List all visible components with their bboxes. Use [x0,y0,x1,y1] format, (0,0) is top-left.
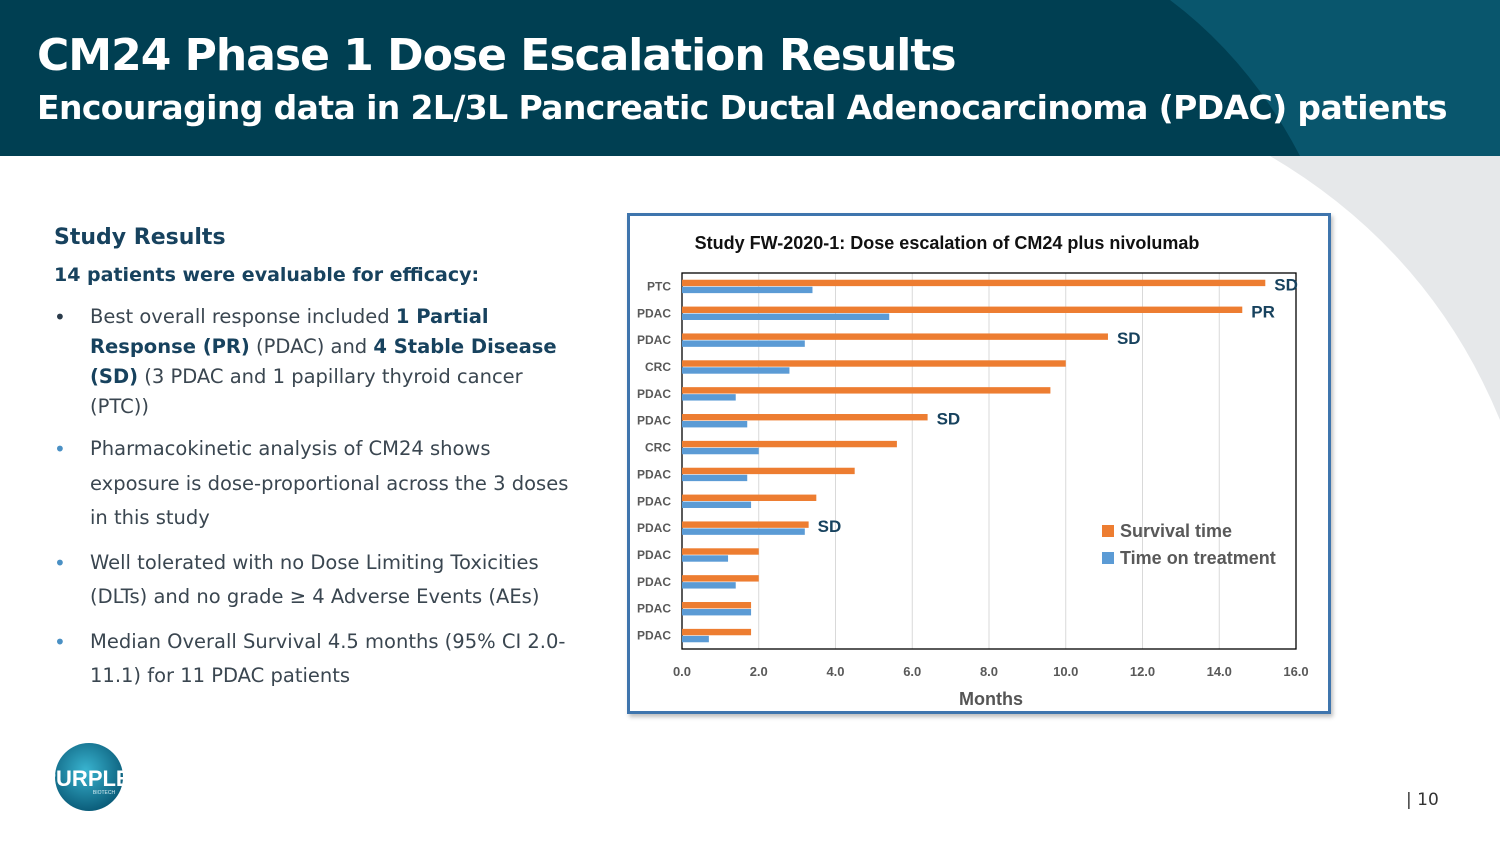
treatment-bar [682,313,890,320]
survival-bar [682,387,1051,394]
x-tick-label: 14.0 [1207,664,1232,679]
plot-area: 0.0 2.0 4.0 6.0 8.0 10.0 12.0 14.0 16.0 PTC PDAC PD… [637,272,1309,679]
y-tick-label: PDAC [637,521,671,535]
survival-bar [682,575,759,582]
treatment-bar [682,555,729,562]
y-tick-label: PDAC [637,333,671,347]
treatment-bar [682,474,748,482]
x-tick-label: 12.0 [1130,664,1155,679]
response-label: SD [818,517,842,536]
survival-bar [682,548,759,555]
treatment-bar [682,286,813,294]
bullet-survival: • Median Overall Survival 4.5 months (95… [54,625,574,694]
legend-label: Time on treatment [1120,548,1276,568]
survival-bar [682,306,1243,313]
logo-wordmark: PURPLE [44,766,128,791]
bullet-safety: • Well tolerated with no Dose Limiting T… [54,546,574,615]
bullet-text: Well tolerated with no Dose Limiting Tox… [90,550,540,609]
y-tick-label: PDAC [637,602,671,616]
y-tick-label: PDAC [637,575,671,589]
response-label: SD [937,410,961,429]
treatment-bar [682,501,752,508]
survival-bar [682,440,897,448]
survival-bar [682,279,1266,287]
x-axis-label: Months [959,689,1023,709]
bullet-marker: • [54,550,66,575]
bullet-marker: • [54,629,66,654]
purple-biotech-logo: PURPLE BIOTECH [44,743,128,811]
treatment-bar [682,394,736,401]
treatment-bar [682,609,752,616]
treatment-bar [682,447,759,455]
header-accent-light [1170,0,1500,156]
treatment-bar [682,340,805,347]
x-tick-label: 16.0 [1283,664,1308,679]
bullet-text: Pharmacokinetic analysis of CM24 shows e… [90,437,569,529]
bullet-text: (3 PDAC and 1 papillary thyroid cancer (… [90,365,523,418]
chart-title: Study FW-2020-1: Dose escalation of CM24… [695,233,1200,253]
bullet-marker: • [54,305,66,329]
bullet-response: • Best overall response included 1 Parti… [54,302,574,422]
treatment-bar [682,528,805,535]
response-label: PR [1251,302,1275,321]
bullet-bold: 1 Partial Response (PR) [90,305,489,358]
decorative-arc [1270,156,1500,420]
logo-subtext: BIOTECH [93,790,116,796]
y-tick-label: PDAC [637,467,671,481]
section-lead: 14 patients were evaluable for efficacy: [54,264,480,286]
section-heading: Study Results [54,225,226,250]
y-tick-label: CRC [645,441,671,455]
legend-label: Survival time [1120,521,1232,541]
bullet-marker: • [54,437,66,461]
x-tick-label: 0.0 [673,664,691,679]
dose-escalation-chart: Study FW-2020-1: Dose escalation of CM24… [637,233,1309,709]
x-tick-label: 6.0 [903,664,921,679]
survival-bar [682,521,809,528]
study-results-panel: Study Results 14 patients were evaluable… [54,225,574,704]
y-tick-label: PDAC [637,414,671,428]
survival-bar [682,628,752,636]
survival-bar [682,333,1108,340]
response-label: SD [1117,329,1141,348]
treatment-bar [682,582,736,589]
x-tick-label: 2.0 [750,664,768,679]
treatment-bar [682,367,790,374]
y-tick-label: PDAC [637,306,671,320]
y-tick-label: PDAC [637,548,671,562]
y-tick-label: PDAC [637,629,671,643]
bullet-text: (PDAC) and [249,335,374,358]
y-tick-label: CRC [645,360,671,374]
legend-swatch [1102,552,1114,564]
legend-swatch [1102,525,1114,537]
slide-subtitle: Encouraging data in 2L/3L Pancreatic Duc… [37,88,1448,127]
treatment-bar [682,635,709,643]
survival-bar [682,494,817,501]
slide-title: CM24 Phase 1 Dose Escalation Results [37,30,957,81]
plot-border [681,272,1297,650]
bullet-text: Best overall response included [90,305,396,328]
x-tick-label: 10.0 [1053,664,1078,679]
y-tick-label: PTC [647,279,671,293]
bullet-bold: 4 Stable Disease (SD) [90,335,557,388]
y-tick-label: PDAC [637,387,671,401]
chart-frame: Study FW-2020-1: Dose escalation of CM24… [627,213,1331,714]
x-tick-label: 8.0 [980,664,998,679]
results-list: • Best overall response included 1 Parti… [54,302,574,694]
survival-bar [682,360,1066,367]
survival-bar [682,467,855,475]
x-tick-label: 4.0 [826,664,844,679]
bullet-pk: • Pharmacokinetic analysis of CM24 shows… [54,432,574,536]
survival-bar [682,602,752,609]
survival-bar [682,414,928,421]
page-number: | 10 [1406,790,1439,810]
y-tick-label: PDAC [637,494,671,508]
bullet-text: Median Overall Survival 4.5 months (95% … [90,629,566,688]
response-label: SD [1274,275,1298,294]
treatment-bar [682,421,748,428]
